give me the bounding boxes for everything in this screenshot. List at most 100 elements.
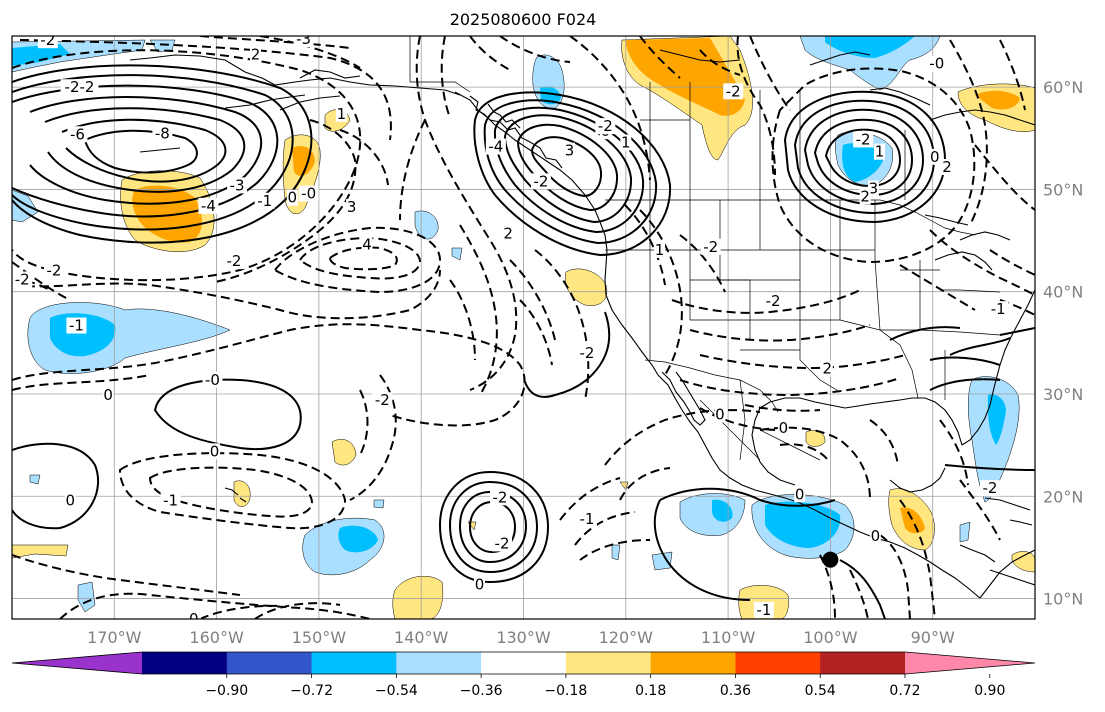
colorbar-segment <box>565 652 652 674</box>
contour-label: 1 <box>621 133 631 151</box>
contour-label: -2 <box>856 130 871 148</box>
lon-tick-label: 150°W <box>292 628 347 647</box>
contour-label-bg <box>926 55 947 72</box>
contour-label-bg <box>346 198 358 215</box>
contour-label-bg <box>502 225 514 242</box>
contour-label: 0 <box>210 442 220 460</box>
contour-label-bg <box>576 345 597 362</box>
contour-label: 0 <box>930 148 940 166</box>
contour-label: -8 <box>155 124 170 142</box>
lon-tick-label: 170°W <box>87 628 142 647</box>
contour-label-bg <box>223 253 244 270</box>
contour-labels: -2 -3 2 -2 -2 -6 -8 -4 -3 -1 0 -0 1 3 4 -2 -2 -2 -1 -0 0 -2 0 -… <box>12 30 1009 628</box>
contour-label: -2 <box>46 261 61 279</box>
colorbar-segment <box>226 652 313 674</box>
anomaly-shading <box>12 36 1035 619</box>
contour-label-bg <box>227 177 248 194</box>
contour-label-bg <box>941 159 953 176</box>
contour-label: -6 <box>70 125 85 143</box>
colorbar-tick-label: 0.18 <box>635 683 666 699</box>
contour-label-bg <box>714 406 726 423</box>
contour-label: -2 <box>492 488 507 506</box>
contour-label: 0 <box>475 575 485 593</box>
contour-label: 0 <box>715 406 725 424</box>
lat-tick-label: 30°N <box>1043 385 1083 404</box>
contour-label-bg <box>254 192 275 209</box>
contour-label: -0 <box>929 55 944 73</box>
colorbar-tick-label: 0.90 <box>974 683 1005 699</box>
contour-label: -2 <box>579 344 594 362</box>
colorbar-segment <box>396 652 482 674</box>
contour-label: 2 <box>942 158 952 176</box>
contour-label-bg <box>66 317 87 334</box>
contour-label: 2 <box>823 360 833 378</box>
contour-label: -2 <box>703 238 718 256</box>
contour-label: -2 <box>983 479 998 497</box>
contour-label-bg <box>152 125 173 142</box>
contour-label: 0 <box>779 419 789 437</box>
contour-label: 0 <box>288 189 298 207</box>
contour-label-bg <box>286 189 298 206</box>
colorbar-extend-low <box>12 652 142 674</box>
contour-label: 1 <box>655 241 665 259</box>
contour-label: -2 <box>495 534 510 552</box>
contour-label-bg <box>372 392 393 409</box>
contour-label-bg <box>777 419 789 436</box>
contour-label-bg <box>988 301 1009 318</box>
colorbar-tick-label: −0.54 <box>375 683 418 699</box>
contour-label: 3 <box>347 198 357 216</box>
contour-label-bg <box>60 79 99 96</box>
contour-label: -2 <box>726 82 741 100</box>
contour-label: 4 <box>362 236 372 254</box>
location-marker <box>822 551 839 568</box>
lat-tick-label: 10°N <box>1043 590 1083 609</box>
contour-label: -1 <box>163 491 178 509</box>
contour-label: 0 <box>66 491 76 509</box>
contour-label: -3 <box>296 30 311 48</box>
colorbar-extend-high <box>905 652 1035 674</box>
contour-label: -2 <box>40 31 55 49</box>
lat-tick-label: 20°N <box>1043 487 1083 506</box>
longitude-labels: 170°W 160°W 150°W 140°W 130°W 120°W 110°W 100°W… <box>87 628 955 647</box>
map-frame <box>11 35 1036 620</box>
contour-label-bg <box>564 142 576 159</box>
contour-label: -2 <box>598 117 613 135</box>
contour-label: -1 <box>579 510 594 528</box>
map-area: -2 -3 2 -2 -2 -6 -8 -4 -3 -1 0 -0 1 3 4 -2 -2 -2 -1 -0 0 -2 0 -… <box>12 30 1035 628</box>
contour-label-bg <box>335 105 347 122</box>
contour-label-bg <box>361 236 373 253</box>
contour-label: 2 <box>860 188 870 206</box>
contour-label-bg <box>298 185 319 202</box>
contour-label: -0 <box>184 610 199 628</box>
contour-label-bg <box>160 492 181 509</box>
contour-label: 2 <box>503 224 513 242</box>
contour-label-bg <box>67 126 88 143</box>
colorbar-tick-label: 0.72 <box>889 683 920 699</box>
lon-tick-label: 120°W <box>599 628 654 647</box>
contour-label: -3 <box>230 176 245 194</box>
contour-label: -0 <box>205 371 220 389</box>
contour-label-bg <box>723 83 744 100</box>
colorbar-tick-label: −0.18 <box>544 683 587 699</box>
contour-label: -4 <box>201 197 216 215</box>
contour-label: 1 <box>875 143 885 161</box>
contour-label-bg <box>530 173 551 190</box>
colorbar-segment <box>311 652 397 674</box>
contour-label-bg <box>198 197 219 214</box>
contour-label: -1 <box>69 317 84 335</box>
contour-label-bg <box>492 535 513 552</box>
contour-label-bg <box>485 138 506 155</box>
latitude-labels: 60°N 50°N 40°N 30°N 20°N 10°N <box>1043 78 1083 608</box>
colorbar-tick-label: 0.54 <box>805 683 836 699</box>
contour-label-bg <box>202 371 223 388</box>
contour-label-bg <box>979 480 1000 497</box>
contour-label-bg <box>12 271 33 288</box>
contour-label-bg <box>474 576 486 593</box>
colorbar-segment <box>735 652 821 674</box>
colorbar-segment <box>481 652 567 674</box>
colorbar-tick-label: 0.36 <box>720 683 751 699</box>
contour-label-bg <box>37 36 58 49</box>
contour-label: -1 <box>991 300 1006 318</box>
lon-tick-label: 140°W <box>394 628 449 647</box>
